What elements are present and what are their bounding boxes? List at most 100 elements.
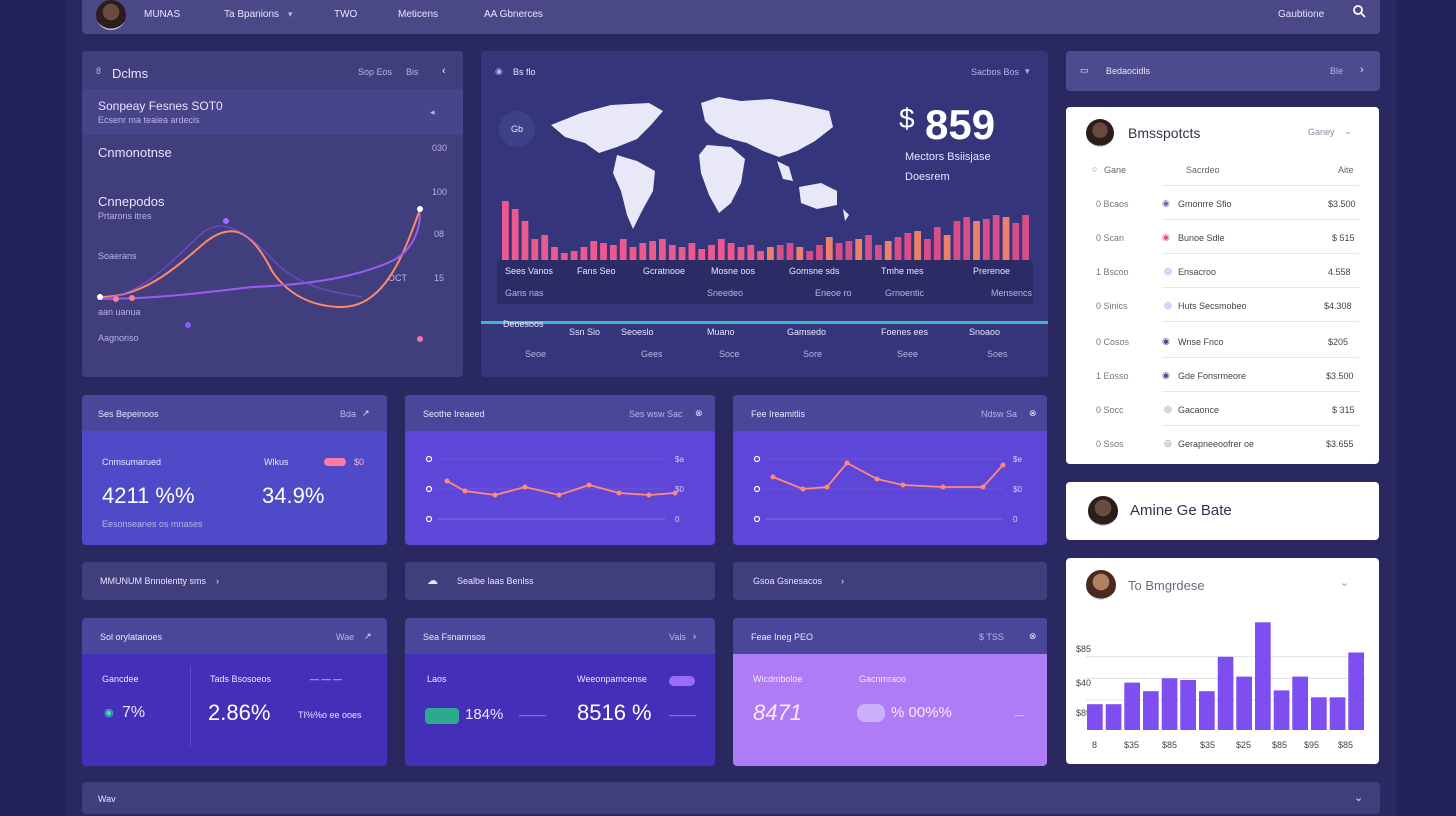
list-filter[interactable]: Ganey bbox=[1308, 127, 1335, 137]
row-name: Gerapneeoofrer oe bbox=[1178, 439, 1255, 449]
kpi3-chip bbox=[857, 704, 885, 722]
chevron-right-icon[interactable]: › bbox=[1360, 64, 1364, 76]
axis-label-2: Ssn Sio bbox=[569, 327, 601, 337]
axis-bottom-6: Soes bbox=[987, 349, 1008, 359]
list-row[interactable]: 0 Sinics ◎ Huts Secsmobeo $4.308 bbox=[1066, 291, 1379, 323]
kpi1-more[interactable]: — — — bbox=[310, 674, 343, 684]
left-panel-filter-1[interactable]: Sop Eos bbox=[358, 67, 393, 77]
kpi3-right[interactable]: $ TSS bbox=[979, 632, 1004, 642]
right-tick-4: 15 bbox=[434, 273, 445, 283]
list-row[interactable]: 0 Scan ◉ Bunoe Sdle $ 515 bbox=[1066, 223, 1379, 255]
list-avatar[interactable] bbox=[1086, 119, 1114, 147]
list-row[interactable]: 0 Socc ◎ Gacaonce $ 315 bbox=[1066, 395, 1379, 427]
chevron-down-icon[interactable]: ▾ bbox=[1025, 66, 1030, 76]
timeline-sub-4: Grnoentic bbox=[885, 288, 925, 298]
row-index: 1 Bscoo bbox=[1096, 267, 1129, 277]
map-bar bbox=[1002, 217, 1010, 261]
series-point bbox=[492, 492, 498, 498]
nav-item-2[interactable]: Ta Bpanions bbox=[224, 9, 280, 20]
map-badge[interactable]: Gb bbox=[499, 111, 535, 147]
profile-avatar[interactable] bbox=[1088, 496, 1118, 526]
strip-3[interactable]: Gsoa Gsnesacos › bbox=[733, 562, 1047, 600]
left-row2-title: Cnmonotnse bbox=[98, 145, 172, 160]
kpi3-value-r: % 00%% bbox=[891, 704, 952, 721]
kpi2-toggle[interactable] bbox=[669, 676, 695, 686]
settings-icon[interactable]: ⊗ bbox=[1029, 408, 1037, 418]
bar bbox=[1124, 682, 1140, 730]
nav-item-1[interactable]: MUNAS bbox=[144, 9, 181, 20]
mini2-right[interactable]: Ses wsw Sac bbox=[629, 409, 683, 419]
chevron-down-icon[interactable]: ▾ bbox=[288, 9, 293, 19]
chevron-right-icon: › bbox=[216, 576, 219, 586]
timeline-sub-1: Gans nas bbox=[505, 288, 544, 298]
timeline-sub-3: Eneoe ro bbox=[815, 288, 852, 298]
bar-card-avatar[interactable] bbox=[1086, 570, 1116, 600]
arrow-icon[interactable]: ↗ bbox=[364, 631, 372, 641]
list-row[interactable]: 0 Ssos ◎ Gerapneeoofrer oe $3.655 bbox=[1066, 429, 1379, 461]
kpi2-right[interactable]: Vals bbox=[669, 632, 686, 642]
chevron-down-icon[interactable]: ⌄ bbox=[1340, 577, 1350, 589]
left-panel-filter-2[interactable]: Bis bbox=[406, 67, 419, 77]
list-row[interactable]: 0 Cosos ◉ Wnse Fnco $205 bbox=[1066, 327, 1379, 359]
axis-marker bbox=[753, 485, 761, 493]
right-top-bar[interactable]: ▭ Bedaocidls Ble › bbox=[1066, 51, 1380, 91]
map-bar bbox=[708, 245, 715, 261]
bar-card: To Bmgrdese ⌄ $85 $40 $85 8 $35 $85 $35 … bbox=[1066, 558, 1379, 764]
x-tick-7: $95 bbox=[1304, 740, 1320, 750]
kpi3-side: — bbox=[1015, 710, 1024, 720]
bar-chart bbox=[1086, 622, 1366, 730]
globe-icon: ◉ bbox=[495, 66, 503, 76]
kpi1-right[interactable]: Wae bbox=[336, 632, 355, 642]
top-nav: MUNAS Ta Bpanions ▾ TWO Meticens AA Gbne… bbox=[82, 0, 1380, 34]
left-label-1: Soaerans bbox=[98, 251, 137, 261]
status-icon: ◉ bbox=[104, 707, 114, 719]
strip-2[interactable]: ☁ Sealbe laas Benlss bbox=[405, 562, 715, 600]
mini1-right[interactable]: Bda bbox=[340, 409, 357, 419]
map-panel-filter[interactable]: Sacbos Bos bbox=[971, 67, 1020, 77]
row-name: Bunoe Sdle bbox=[1178, 233, 1225, 243]
row-index: 0 Socc bbox=[1096, 405, 1124, 415]
footer-bar[interactable]: Wav ⌄ bbox=[82, 782, 1380, 814]
bar bbox=[1329, 697, 1346, 730]
list-row[interactable]: 0 Bcaos ◉ Gmonrre Sfio $3.500 bbox=[1066, 189, 1379, 221]
right-tick-2: 100 bbox=[432, 187, 448, 197]
list-row[interactable]: 1 Bscoo ◎ Ensacroo 4.558 bbox=[1066, 257, 1379, 289]
series-point bbox=[616, 490, 622, 496]
map-bar bbox=[855, 239, 863, 261]
bar bbox=[1199, 691, 1215, 730]
nav-item-4[interactable]: Meticens bbox=[398, 9, 439, 20]
list-divider bbox=[1162, 253, 1359, 254]
left-chart-panel: 8 Dclms Sop Eos Bis ‹ Sonpeay Fesnes SOT… bbox=[82, 51, 463, 377]
nav-item-3[interactable]: TWO bbox=[334, 9, 358, 20]
mini3-right[interactable]: Ndsw Sa bbox=[981, 409, 1018, 419]
nav-right-label[interactable]: Gaubtione bbox=[1278, 9, 1325, 20]
kpi1-value-r: 2.86% bbox=[208, 700, 271, 725]
progress-track[interactable] bbox=[481, 321, 1048, 324]
settings-icon[interactable]: 8 bbox=[96, 66, 102, 76]
strip-1[interactable]: MMUNUM Bnnolentty sms › bbox=[82, 562, 387, 600]
profile-card[interactable]: Amine Ge Bate bbox=[1066, 482, 1379, 540]
bar bbox=[1236, 676, 1252, 730]
list-divider bbox=[1162, 219, 1359, 220]
left-label-3: Aagnoriso bbox=[98, 333, 139, 343]
nav-item-5[interactable]: AA Gbnerces bbox=[484, 9, 543, 20]
bar bbox=[1217, 656, 1234, 730]
timeline-box: Sees Vanos Fans Seo Gcratnooe Mosne oos … bbox=[497, 260, 1033, 304]
chevron-left-icon[interactable]: ‹ bbox=[442, 65, 446, 77]
settings-icon[interactable]: ⊗ bbox=[695, 408, 703, 418]
settings-icon[interactable]: ⊗ bbox=[1029, 631, 1037, 641]
map-bar bbox=[619, 239, 627, 261]
bar bbox=[1087, 704, 1103, 730]
chevron-down-icon[interactable]: ⌄ bbox=[1344, 126, 1352, 136]
list-row[interactable]: 1 Eosso ◉ Gde Fonsrmeore $3.500 bbox=[1066, 361, 1379, 393]
kpi2-label-r: Weeonpamcense bbox=[577, 674, 647, 684]
chevron-right-icon[interactable]: › bbox=[693, 631, 696, 641]
row-name: Ensacroo bbox=[1178, 267, 1217, 277]
chevron-down-icon[interactable]: ⌄ bbox=[1354, 792, 1364, 804]
kpi1-value-l: 7% bbox=[122, 704, 146, 721]
search-icon[interactable] bbox=[1352, 4, 1366, 18]
right-tick-3: 08 bbox=[434, 229, 445, 239]
user-avatar[interactable] bbox=[96, 0, 126, 30]
arrow-icon[interactable]: ↗ bbox=[362, 408, 370, 418]
axis-bottom-5: Seee bbox=[897, 349, 919, 359]
